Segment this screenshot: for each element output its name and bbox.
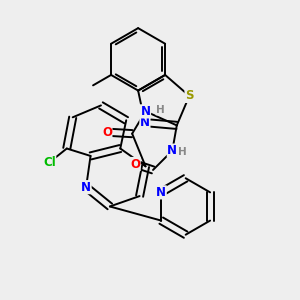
Text: N: N <box>156 186 166 199</box>
Text: H: H <box>156 105 165 115</box>
Text: N: N <box>140 105 151 118</box>
Text: Cl: Cl <box>43 156 56 169</box>
Text: N: N <box>167 144 177 157</box>
Text: N: N <box>81 181 91 194</box>
Text: O: O <box>102 126 112 139</box>
Text: N: N <box>140 116 150 129</box>
Text: H: H <box>178 147 187 157</box>
Text: O: O <box>130 158 140 170</box>
Text: S: S <box>185 89 194 102</box>
